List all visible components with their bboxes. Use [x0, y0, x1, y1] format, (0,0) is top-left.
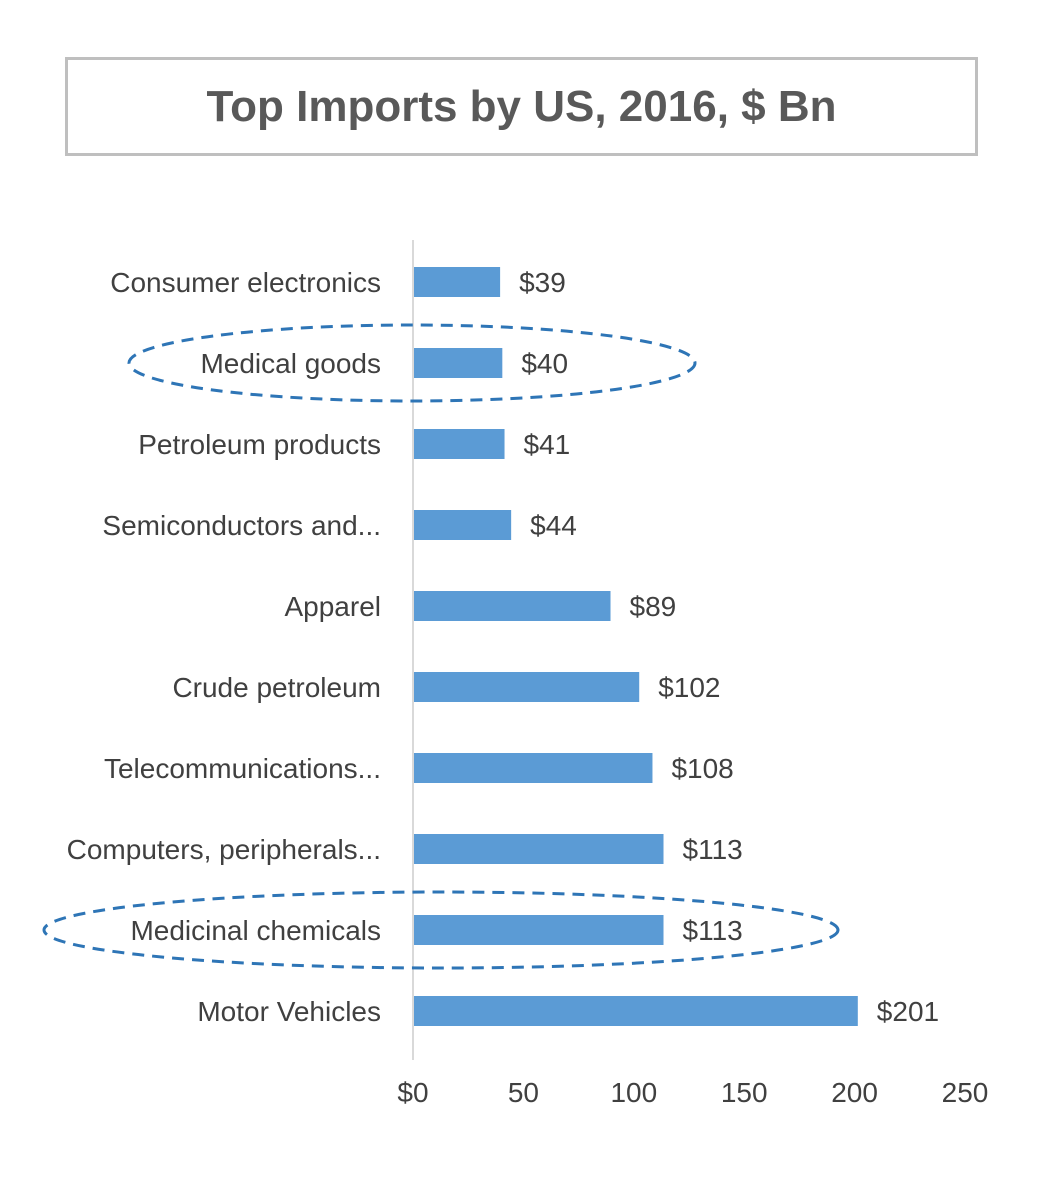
data-label: $113 [683, 915, 743, 946]
category-label: Medical goods [200, 348, 381, 379]
bar [414, 996, 858, 1026]
bar [414, 429, 505, 459]
data-label: $113 [683, 834, 743, 865]
x-tick-label: 150 [721, 1077, 768, 1108]
bar [414, 915, 664, 945]
category-label: Petroleum products [138, 429, 381, 460]
data-label: $201 [877, 996, 939, 1027]
category-label: Medicinal chemicals [130, 915, 381, 946]
category-label: Telecommunications... [104, 753, 381, 784]
data-label: $44 [530, 510, 577, 541]
data-label: $41 [524, 429, 571, 460]
data-label: $40 [521, 348, 568, 379]
category-label: Motor Vehicles [197, 996, 381, 1027]
x-tick-label: 50 [508, 1077, 539, 1108]
data-label: $39 [519, 267, 566, 298]
category-label: Crude petroleum [172, 672, 381, 703]
bar [414, 591, 611, 621]
category-label: Apparel [284, 591, 381, 622]
category-label: Computers, peripherals... [67, 834, 381, 865]
bar [414, 753, 653, 783]
bar [414, 267, 501, 297]
x-tick-label: $0 [397, 1077, 428, 1108]
x-tick-label: 250 [942, 1077, 989, 1108]
bar [414, 672, 640, 702]
chart-title-box: Top Imports by US, 2016, $ Bn [65, 57, 978, 156]
category-label: Semiconductors and... [102, 510, 381, 541]
bar [414, 834, 664, 864]
chart-title: Top Imports by US, 2016, $ Bn [206, 81, 837, 131]
x-tick-label: 200 [831, 1077, 878, 1108]
data-label: $102 [658, 672, 720, 703]
data-label: $108 [671, 753, 733, 784]
x-tick-label: 100 [610, 1077, 657, 1108]
data-label: $89 [630, 591, 677, 622]
bar [414, 510, 512, 540]
category-label: Consumer electronics [110, 267, 381, 298]
bar [414, 348, 503, 378]
highlight-ellipse [42, 890, 840, 970]
highlight-ellipse [127, 323, 697, 403]
